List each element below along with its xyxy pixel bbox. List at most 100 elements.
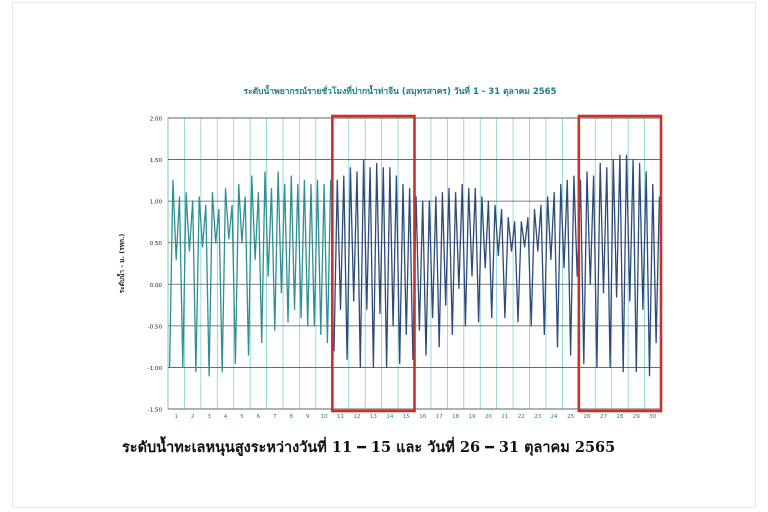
- data-point: [537, 250, 539, 252]
- data-point: [501, 208, 503, 211]
- data-point: [484, 267, 486, 269]
- data-point: [527, 217, 529, 219]
- data-point: [402, 183, 404, 186]
- data-point: [510, 250, 513, 252]
- data-point: [566, 179, 568, 181]
- x-tick-label: 10: [321, 414, 328, 420]
- data-point: [632, 159, 634, 161]
- x-tick-label: 18: [452, 414, 459, 420]
- data-point: [625, 154, 628, 156]
- data-point: [395, 175, 397, 177]
- data-point: [583, 362, 585, 364]
- data-point: [221, 371, 223, 373]
- data-point: [320, 333, 322, 335]
- x-tick-label: 26: [584, 414, 591, 420]
- series-line-2: [333, 154, 661, 377]
- data-point: [172, 179, 174, 181]
- data-point: [228, 238, 230, 240]
- x-tick-label: 25: [567, 414, 574, 420]
- data-point: [593, 175, 595, 177]
- data-point: [524, 246, 526, 248]
- data-point: [185, 192, 187, 194]
- data-point: [386, 366, 388, 368]
- data-point: [405, 333, 407, 335]
- data-point: [244, 196, 246, 198]
- x-tick-label: 6: [257, 414, 261, 420]
- data-point: [409, 188, 411, 190]
- chart-title: ระดับน้ำพยากรณ์รายชั่วโมงที่ปากน้ำท่าจีน…: [243, 87, 557, 97]
- x-tick-label: 5: [240, 414, 244, 420]
- data-point: [392, 325, 394, 327]
- data-point: [448, 188, 450, 190]
- data-point: [287, 321, 289, 323]
- data-point: [563, 267, 565, 269]
- x-tick-label: 17: [436, 414, 443, 420]
- series-line-1: [168, 171, 332, 377]
- data-point: [349, 167, 351, 169]
- page-border: [12, 2, 756, 508]
- x-tick-label: 9: [306, 414, 310, 420]
- x-tick-label: 23: [534, 414, 541, 420]
- data-point: [195, 371, 197, 373]
- data-point: [215, 242, 217, 244]
- data-point: [514, 221, 516, 223]
- data-point: [290, 175, 292, 177]
- data-point: [382, 167, 384, 169]
- data-point: [257, 192, 259, 194]
- data-point: [504, 316, 506, 319]
- x-tick-label: 21: [501, 414, 508, 420]
- data-point: [573, 175, 575, 177]
- y-tick-label: -0.50: [148, 324, 163, 330]
- data-point: [648, 375, 651, 377]
- data-point: [576, 275, 578, 277]
- data-point: [277, 171, 279, 173]
- data-point: [412, 358, 414, 360]
- x-tick-label: 4: [224, 414, 228, 420]
- data-point: [438, 346, 440, 348]
- data-point: [556, 346, 559, 348]
- data-point: [606, 167, 608, 169]
- y-tick-label: -1.50: [148, 408, 163, 414]
- x-tick-label: 30: [649, 414, 656, 420]
- x-tick-label: 19: [469, 414, 476, 420]
- data-point: [224, 188, 227, 190]
- x-tick-label: 15: [403, 414, 410, 420]
- data-point: [316, 179, 319, 181]
- data-point: [284, 183, 286, 186]
- x-tick-label: 29: [633, 414, 640, 420]
- x-tick-label: 1: [174, 414, 178, 420]
- data-point: [376, 163, 378, 165]
- x-tick-label: 13: [370, 414, 377, 420]
- data-point: [280, 292, 282, 294]
- data-point: [451, 333, 453, 335]
- data-point: [339, 308, 342, 310]
- data-point: [441, 192, 443, 194]
- data-point: [645, 171, 647, 173]
- data-point: [201, 246, 204, 248]
- data-point: [389, 167, 391, 169]
- x-tick-label: 24: [551, 414, 558, 420]
- data-point: [169, 366, 171, 368]
- data-point: [198, 196, 200, 198]
- y-tick-label: 1.50: [150, 158, 163, 164]
- data-point: [379, 312, 381, 314]
- data-point: [192, 200, 194, 202]
- data-point: [366, 308, 368, 310]
- data-point: [461, 183, 463, 186]
- data-point: [616, 296, 618, 298]
- x-tick-label: 8: [290, 414, 294, 420]
- highlight-box: [331, 114, 416, 413]
- data-point: [264, 171, 266, 173]
- data-point: [267, 275, 269, 277]
- data-point: [356, 171, 358, 173]
- data-point: [507, 217, 509, 219]
- data-point: [425, 354, 427, 356]
- data-point: [629, 300, 631, 302]
- data-point: [303, 179, 305, 181]
- x-tick-label: 2: [191, 414, 195, 420]
- data-point: [238, 183, 240, 186]
- data-point: [481, 196, 483, 198]
- data-point: [336, 179, 338, 181]
- data-point: [652, 183, 654, 186]
- data-point: [622, 371, 624, 373]
